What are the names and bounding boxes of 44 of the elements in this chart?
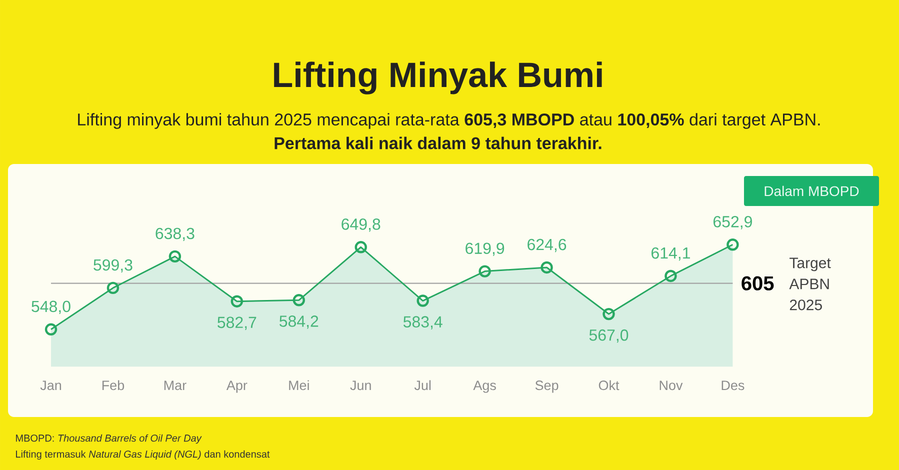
point bbox=[44, 323, 58, 336]
data-label: 584,2 bbox=[280, 316, 318, 329]
point bbox=[168, 250, 182, 263]
point bbox=[292, 294, 305, 306]
x-tick-label: Des bbox=[722, 380, 744, 390]
annotation: MBOPD: Thousand Barrels of Oil Per Day bbox=[16, 434, 202, 444]
x-tick-label: Nov bbox=[660, 380, 683, 390]
point bbox=[540, 261, 553, 274]
chart-title: Lifting Minyak Bumi bbox=[274, 62, 602, 94]
data-label: 582,7 bbox=[218, 316, 256, 330]
text: Target APBN 2025 bbox=[789, 258, 831, 310]
x-tick-label: Jan bbox=[40, 380, 62, 390]
x-tick-label: Apr bbox=[226, 380, 248, 393]
point bbox=[602, 308, 615, 320]
data-label: 567,0 bbox=[589, 329, 628, 343]
point bbox=[416, 294, 429, 307]
annotation: Lifting termasuk Natural Gas Liquid (NGL) dan kondensat bbox=[16, 450, 270, 460]
data-label: 649,8 bbox=[342, 218, 380, 232]
point bbox=[664, 270, 677, 282]
data-label: 652,9 bbox=[714, 216, 752, 230]
ref-line-label: 605 bbox=[742, 276, 774, 290]
point bbox=[726, 238, 739, 251]
x-tick-label: Mei bbox=[289, 380, 309, 390]
data-label: 548,0 bbox=[32, 300, 70, 314]
x-tick-label: Jun bbox=[350, 380, 371, 390]
x-tick-label: Sep bbox=[535, 380, 558, 393]
x-tick-label: Mar bbox=[164, 380, 186, 390]
point bbox=[478, 265, 491, 278]
x-tick-label: Ags bbox=[473, 380, 496, 393]
point bbox=[354, 241, 367, 254]
data-label: 638,3 bbox=[156, 228, 194, 242]
x-tick-label: Feb bbox=[102, 380, 124, 390]
data-label: 614,1 bbox=[652, 247, 690, 261]
x-tick-label: Jul bbox=[414, 380, 431, 390]
data-label: 619,9 bbox=[466, 242, 504, 256]
y-axis-title: Dalam MBOPD bbox=[764, 186, 859, 196]
x-tick-label: Okt bbox=[598, 380, 620, 390]
point bbox=[230, 295, 244, 308]
chart-subtitle: Lifting minyak bumi tahun 2025 mencapai rata-rata 605,3 MBOPD atau 100,05% dari target APBN. bbox=[78, 113, 820, 129]
data-label: 624,6 bbox=[528, 238, 566, 252]
data-label: 583,4 bbox=[403, 316, 442, 330]
text: Pertama kali naik dalam 9 tahun terakhir. bbox=[274, 136, 602, 150]
data-label: 599,3 bbox=[94, 259, 132, 273]
point bbox=[106, 282, 120, 294]
